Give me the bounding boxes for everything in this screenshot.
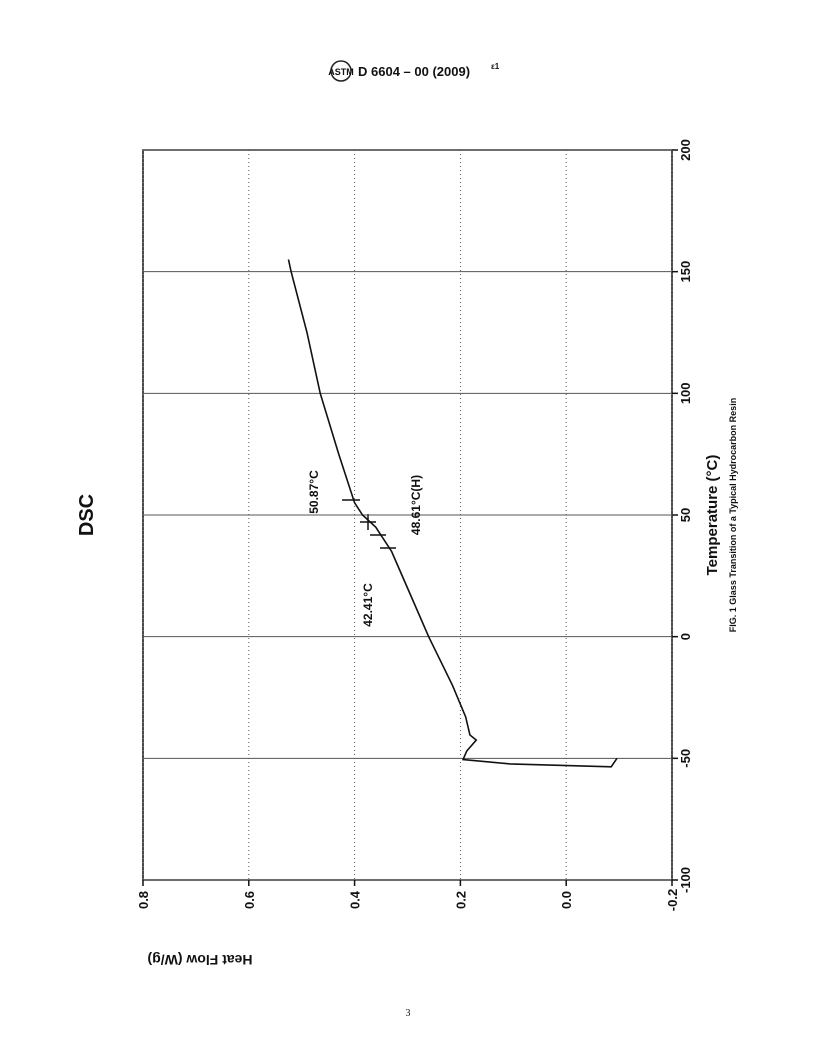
x-tick-label: 200 <box>678 139 693 161</box>
figure-caption: FIG. 1 Glass Transition of a Typical Hyd… <box>728 398 738 632</box>
annotation: 42.41°C <box>361 583 375 627</box>
y-tick-label: 0.8 <box>136 891 151 909</box>
y-tick-label: 0.2 <box>453 891 468 909</box>
x-tick-label: -50 <box>678 749 693 768</box>
x-tick-label: 100 <box>678 382 693 404</box>
page-number: 3 <box>406 1008 411 1019</box>
svg-text:ASTM: ASTM <box>328 67 354 77</box>
y-tick-label: 0.4 <box>348 890 363 909</box>
x-tick-label: -100 <box>678 867 693 893</box>
y-tick-label: 0.6 <box>242 891 257 909</box>
x-tick-label: 0 <box>678 633 693 640</box>
x-tick-label: 50 <box>678 508 693 522</box>
annotation: 50.87°C <box>307 470 321 514</box>
doc-code: D 6604 – 00 (2009) <box>358 64 470 79</box>
data-line <box>287 259 618 768</box>
x-tick-label: 150 <box>678 261 693 283</box>
doc-superscript: ε1 <box>491 62 500 71</box>
transition-markers <box>342 499 396 549</box>
annotation: 48.61°C(H) <box>409 475 423 535</box>
astm-logo: ASTM <box>328 60 354 82</box>
chart-title: DSC <box>76 494 98 536</box>
x-axis-label: Temperature (°C) <box>704 455 721 576</box>
y-axis-label: Heat Flow (W/g) <box>148 952 253 968</box>
y-tick-label: -0.2 <box>665 889 680 911</box>
y-tick-label: 0.0 <box>559 891 574 909</box>
